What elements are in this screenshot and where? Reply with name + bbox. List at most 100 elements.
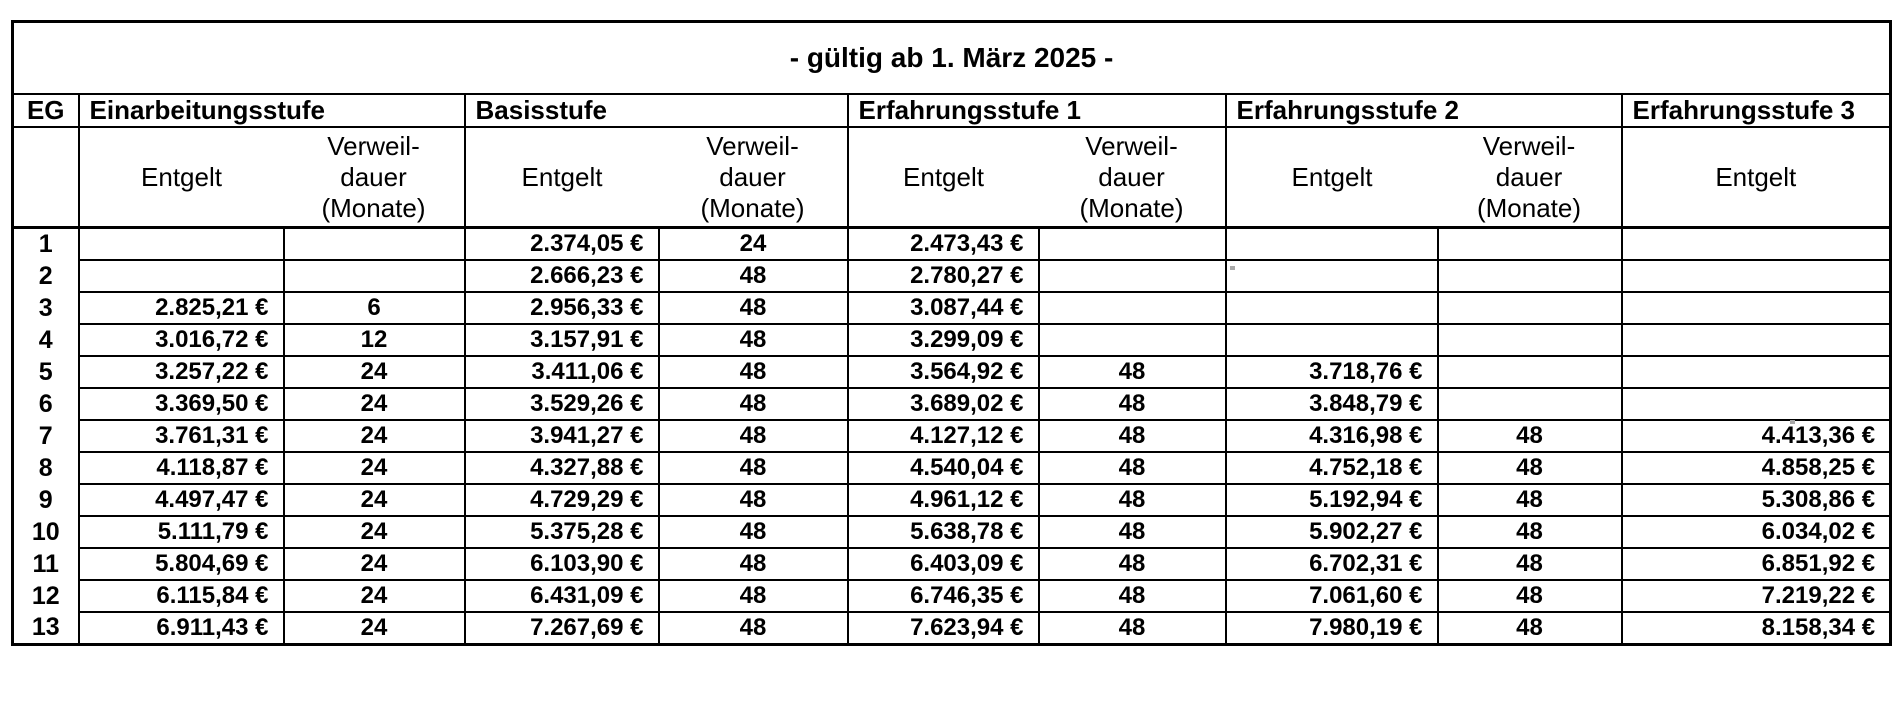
basisstufe_entgelt-cell: 4.327,88 € bbox=[463, 451, 660, 485]
erfahrungsstufe1_verweildauer-cell: 48 bbox=[1037, 483, 1227, 517]
group-header-einarbeitungsstufe: Einarbeitungsstufe bbox=[77, 93, 466, 128]
eg-cell: 10 bbox=[11, 516, 80, 548]
table-title: - gültig ab 1. März 2025 - bbox=[11, 20, 1892, 95]
erfahrungsstufe3_entgelt-cell bbox=[1620, 355, 1892, 389]
erfahrungsstufe1_verweildauer-cell bbox=[1037, 259, 1227, 293]
erfahrungsstufe1_entgelt-cell: 6.403,09 € bbox=[846, 547, 1040, 581]
erfahrungsstufe2_verweildauer-cell bbox=[1436, 226, 1623, 261]
einarbeitungsstufe_entgelt-cell: 4.118,87 € bbox=[77, 451, 285, 485]
erfahrungsstufe1_verweildauer-cell: 48 bbox=[1037, 611, 1227, 646]
erfahrungsstufe1_verweildauer-cell bbox=[1037, 291, 1227, 325]
group-header-erfahrungsstufe-1: Erfahrungsstufe 1 bbox=[846, 93, 1227, 128]
erfahrungsstufe2_entgelt-cell bbox=[1224, 323, 1439, 357]
erfahrungsstufe1_verweildauer-cell: 48 bbox=[1037, 355, 1227, 389]
basisstufe_entgelt-cell: 3.529,26 € bbox=[463, 387, 660, 421]
eg-cell: 1 bbox=[11, 227, 80, 260]
erfahrungsstufe1_entgelt-cell: 3.689,02 € bbox=[846, 387, 1040, 421]
erfahrungsstufe2_verweildauer-cell bbox=[1436, 355, 1623, 389]
table-row-eg-4: 4 3.016,72 €12 3.157,91 €48 3.299,09 € bbox=[11, 323, 1892, 357]
erfahrungsstufe3_entgelt-cell bbox=[1620, 323, 1892, 357]
erfahrungsstufe-1-verweildauer-header: Verweil- dauer (Monate) bbox=[1038, 126, 1227, 229]
eg-cell: 4 bbox=[11, 324, 80, 356]
erfahrungsstufe1_entgelt-cell: 6.746,35 € bbox=[846, 579, 1040, 613]
basisstufe-verweildauer-header: Verweil- dauer (Monate) bbox=[658, 126, 849, 229]
basisstufe-entgelt-header: Entgelt bbox=[463, 126, 659, 229]
erfahrungsstufe1_entgelt-cell: 4.540,04 € bbox=[846, 451, 1040, 485]
basisstufe_verweildauer-cell: 48 bbox=[657, 451, 849, 485]
einarbeitungsstufe_entgelt-cell: 5.111,79 € bbox=[77, 515, 285, 549]
erfahrungsstufe1_entgelt-cell: 5.638,78 € bbox=[846, 515, 1040, 549]
group-header-erfahrungsstufe-3: Erfahrungsstufe 3 bbox=[1620, 93, 1892, 128]
einarbeitungsstufe_verweildauer-cell: 24 bbox=[282, 387, 466, 421]
basisstufe_verweildauer-cell: 48 bbox=[657, 611, 849, 646]
erfahrungsstufe1_entgelt-cell: 7.623,94 € bbox=[846, 611, 1040, 646]
erfahrungsstufe3_entgelt-cell: 6.851,92 € bbox=[1620, 547, 1892, 581]
eg-cell: 5 bbox=[11, 356, 80, 388]
basisstufe_verweildauer-cell: 48 bbox=[657, 387, 849, 421]
erfahrungsstufe2_verweildauer-cell: 48 bbox=[1436, 579, 1623, 613]
basisstufe_verweildauer-cell: 48 bbox=[657, 515, 849, 549]
eg-cell: 9 bbox=[11, 484, 80, 516]
erfahrungsstufe2_verweildauer-cell: 48 bbox=[1436, 515, 1623, 549]
erfahrungsstufe3_entgelt-cell bbox=[1620, 259, 1892, 293]
erfahrungsstufe2_entgelt-cell: 7.980,19 € bbox=[1224, 611, 1439, 646]
erfahrungsstufe2_entgelt-cell: 7.061,60 € bbox=[1224, 579, 1439, 613]
basisstufe_verweildauer-cell: 48 bbox=[657, 547, 849, 581]
basisstufe_entgelt-cell: 2.666,23 € bbox=[463, 259, 660, 293]
sub-header-row: Entgelt Verweil- dauer (Monate) Entgelt … bbox=[11, 126, 1892, 229]
einarbeitungsstufe_entgelt-cell: 2.825,21 € bbox=[77, 291, 285, 325]
erfahrungsstufe2_verweildauer-cell bbox=[1436, 323, 1623, 357]
title-row: - gültig ab 1. März 2025 - bbox=[11, 20, 1892, 95]
einarbeitungsstufe_entgelt-cell bbox=[77, 259, 285, 293]
scan-artifact-dot bbox=[1790, 420, 1795, 424]
erfahrungsstufe2_verweildauer-cell bbox=[1436, 259, 1623, 293]
basisstufe_verweildauer-cell: 24 bbox=[657, 226, 849, 261]
basisstufe_entgelt-cell: 6.431,09 € bbox=[463, 579, 660, 613]
group-header-row: EG Einarbeitungsstufe Basisstufe Erfahru… bbox=[11, 93, 1892, 128]
basisstufe_entgelt-cell: 3.411,06 € bbox=[463, 355, 660, 389]
erfahrungsstufe2_verweildauer-cell: 48 bbox=[1436, 547, 1623, 581]
eg-subheader-empty-cell bbox=[11, 126, 80, 229]
erfahrungsstufe1_verweildauer-cell bbox=[1037, 323, 1227, 357]
eg-cell: 2 bbox=[11, 260, 80, 292]
einarbeitungsstufe-verweildauer-header: Verweil- dauer (Monate) bbox=[283, 126, 466, 229]
einarbeitungsstufe_entgelt-cell: 3.761,31 € bbox=[77, 419, 285, 453]
einarbeitungsstufe_entgelt-cell: 3.369,50 € bbox=[77, 387, 285, 421]
einarbeitungsstufe_entgelt-cell: 5.804,69 € bbox=[77, 547, 285, 581]
group-header-basisstufe: Basisstufe bbox=[463, 93, 849, 128]
erfahrungsstufe1_entgelt-cell: 3.299,09 € bbox=[846, 323, 1040, 357]
basisstufe_entgelt-cell: 2.956,33 € bbox=[463, 291, 660, 325]
table-row-eg-9: 9 4.497,47 €24 4.729,29 €48 4.961,12 €48 5.1… bbox=[11, 483, 1892, 517]
einarbeitungsstufe_verweildauer-cell: 24 bbox=[282, 355, 466, 389]
basisstufe_entgelt-cell: 6.103,90 € bbox=[463, 547, 660, 581]
einarbeitungsstufe-entgelt-header: Entgelt bbox=[77, 126, 284, 229]
einarbeitungsstufe_entgelt-cell: 4.497,47 € bbox=[77, 483, 285, 517]
table-row-eg-12: 12 6.115,84 €24 6.431,09 €48 6.746,35 €48 7.… bbox=[11, 579, 1892, 613]
table-row-eg-3: 3 2.825,21 €6 2.956,33 €48 3.087,44 € bbox=[11, 291, 1892, 325]
erfahrungsstufe2_verweildauer-cell bbox=[1436, 291, 1623, 325]
table-row-eg-6: 6 3.369,50 €24 3.529,26 €48 3.689,02 €48 3.8… bbox=[11, 387, 1892, 421]
basisstufe_verweildauer-cell: 48 bbox=[657, 419, 849, 453]
erfahrungsstufe1_verweildauer-cell: 48 bbox=[1037, 515, 1227, 549]
basisstufe_verweildauer-cell: 48 bbox=[657, 291, 849, 325]
erfahrungsstufe2_entgelt-cell: 5.192,94 € bbox=[1224, 483, 1439, 517]
basisstufe_entgelt-cell: 4.729,29 € bbox=[463, 483, 660, 517]
erfahrungsstufe-3-entgelt-header: Entgelt bbox=[1620, 126, 1892, 229]
erfahrungsstufe3_entgelt-cell: 4.858,25 € bbox=[1620, 451, 1892, 485]
basisstufe_entgelt-cell: 7.267,69 € bbox=[463, 611, 660, 646]
erfahrungsstufe1_verweildauer-cell: 48 bbox=[1037, 451, 1227, 485]
erfahrungsstufe3_entgelt-cell bbox=[1620, 291, 1892, 325]
eg-column-header: EG bbox=[11, 93, 80, 128]
einarbeitungsstufe_verweildauer-cell: 24 bbox=[282, 515, 466, 549]
erfahrungsstufe1_entgelt-cell: 3.087,44 € bbox=[846, 291, 1040, 325]
erfahrungsstufe2_verweildauer-cell: 48 bbox=[1436, 483, 1623, 517]
erfahrungsstufe-2-entgelt-header: Entgelt bbox=[1224, 126, 1438, 229]
group-header-erfahrungsstufe-2: Erfahrungsstufe 2 bbox=[1224, 93, 1623, 128]
erfahrungsstufe1_entgelt-cell: 3.564,92 € bbox=[846, 355, 1040, 389]
table-row-eg-8: 8 4.118,87 €24 4.327,88 €48 4.540,04 €48 4.7… bbox=[11, 451, 1892, 485]
eg-cell: 3 bbox=[11, 292, 80, 324]
einarbeitungsstufe_entgelt-cell: 6.115,84 € bbox=[77, 579, 285, 613]
basisstufe_entgelt-cell: 3.157,91 € bbox=[463, 323, 660, 357]
erfahrungsstufe1_entgelt-cell: 2.473,43 € bbox=[846, 226, 1040, 261]
einarbeitungsstufe_verweildauer-cell: 12 bbox=[282, 323, 466, 357]
